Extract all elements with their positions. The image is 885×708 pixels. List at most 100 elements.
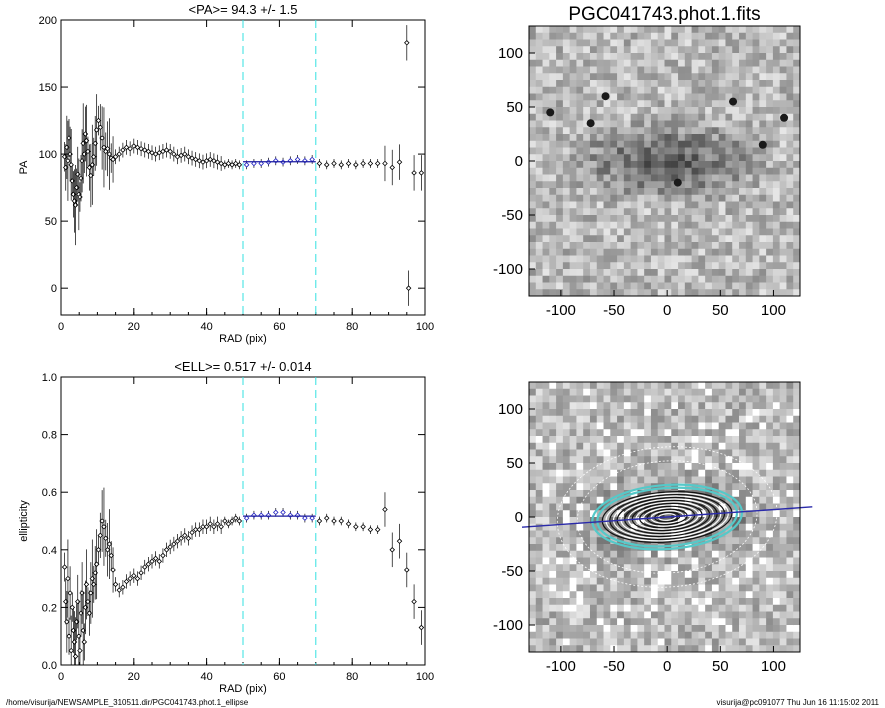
image-pixel [603, 80, 611, 88]
image-pixel [583, 46, 591, 54]
image-pixel [732, 584, 740, 592]
y-tick-label: 50 [506, 455, 523, 472]
image-pixel [718, 289, 726, 297]
image-pixel [657, 194, 665, 202]
image-pixel [576, 422, 584, 430]
image-pixel [752, 476, 760, 484]
image-pixel [732, 537, 740, 545]
image-pixel [569, 282, 577, 290]
image-pixel [644, 591, 652, 599]
image-pixel [752, 93, 760, 101]
data-point [174, 538, 181, 544]
image-pixel [698, 255, 706, 263]
image-pixel [786, 32, 794, 40]
image-pixel [650, 618, 659, 626]
image-pixel [657, 127, 665, 135]
image-pixel [678, 469, 686, 477]
data-point [411, 170, 417, 176]
image-pixel [664, 194, 672, 202]
image-pixel [549, 618, 557, 626]
image-pixel [766, 282, 774, 290]
image-pixel [772, 93, 781, 101]
image-pixel [752, 26, 760, 34]
image-pixel [793, 147, 801, 155]
data-point [367, 160, 374, 167]
image-pixel [569, 517, 577, 525]
image-pixel [603, 604, 611, 612]
image-pixel [630, 577, 638, 585]
image-pixel [766, 80, 774, 88]
image-pixel [671, 638, 679, 646]
image-pixel [529, 510, 537, 518]
image-pixel [562, 395, 571, 403]
image-pixel [657, 422, 665, 430]
image-pixel [786, 625, 794, 633]
image-pixel [711, 188, 720, 196]
image-pixel [657, 544, 665, 552]
image-pixel [786, 269, 794, 277]
data-point [67, 590, 73, 596]
image-pixel [678, 611, 686, 619]
image-pixel [725, 269, 733, 277]
image-pixel [725, 442, 733, 450]
image-pixel [678, 625, 686, 633]
image-pixel [772, 201, 781, 209]
image-pixel [793, 113, 801, 121]
image-pixel [610, 591, 618, 599]
image-pixel [793, 530, 801, 538]
image-pixel [603, 415, 611, 423]
image-pixel [644, 80, 652, 88]
image-pixel [732, 571, 740, 579]
image-pixel [745, 215, 753, 223]
image-pixel [569, 483, 577, 491]
image-pixel [691, 73, 699, 81]
image-pixel [711, 215, 720, 223]
image-pixel [549, 544, 557, 552]
image-pixel [637, 382, 645, 390]
image-pixel [562, 255, 571, 263]
image-pixel [617, 591, 625, 599]
image-pixel [529, 73, 537, 81]
image-pixel [542, 530, 550, 538]
image-pixel [786, 591, 794, 599]
data-point [62, 598, 69, 605]
image-pixel [698, 262, 706, 270]
image-pixel [583, 228, 591, 236]
image-pixel [664, 436, 672, 444]
data-point [79, 590, 85, 596]
image-pixel [556, 26, 564, 34]
image-pixel [739, 93, 747, 101]
image-pixel [718, 73, 726, 81]
image-pixel [772, 66, 781, 74]
image-pixel [623, 147, 632, 155]
data-point [145, 561, 152, 567]
image-pixel [596, 523, 604, 531]
image-pixel [650, 436, 659, 444]
image-pixel [542, 584, 550, 592]
image-pixel [684, 140, 692, 148]
image-pixel [698, 463, 706, 471]
data-point [99, 135, 105, 141]
image-pixel [644, 449, 652, 457]
image-pixel [637, 510, 645, 518]
image-pixel [739, 564, 747, 572]
image-pixel [569, 66, 577, 74]
image-pixel [786, 86, 794, 94]
image-pixel [542, 571, 550, 579]
data-point [196, 526, 203, 533]
image-pixel [671, 604, 679, 612]
image-pixel [793, 557, 801, 565]
image-pixel [766, 147, 774, 155]
image-pixel [793, 215, 801, 223]
image-pixel [664, 80, 672, 88]
image-pixel [772, 436, 781, 444]
image-pixel [732, 161, 740, 169]
image-pixel [583, 523, 591, 531]
data-point [85, 598, 91, 605]
image-pixel [603, 429, 611, 437]
image-pixel [745, 66, 753, 74]
image-pixel [569, 289, 577, 297]
image-pixel [562, 113, 571, 121]
image-pixel [617, 422, 625, 430]
image-pixel [529, 382, 537, 390]
